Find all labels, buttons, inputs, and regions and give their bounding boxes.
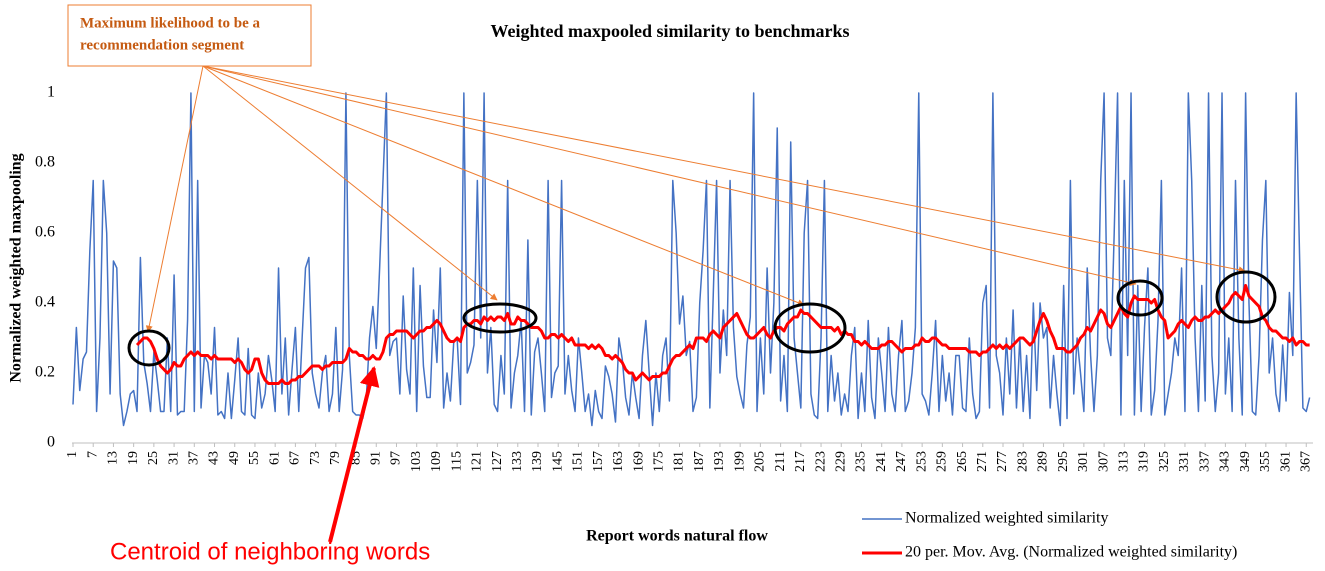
y-tick-label: 1 (47, 84, 55, 101)
x-tick-label: 229 (833, 451, 848, 472)
x-tick-label: 157 (591, 451, 606, 472)
x-tick-label: 163 (611, 451, 626, 472)
arrow (202, 65, 1246, 274)
x-tick-label: 235 (854, 451, 869, 472)
x-tick-label: 199 (732, 451, 747, 472)
x-tick-label: 109 (429, 451, 444, 472)
chart-title: Weighted maxpooled similarity to benchma… (491, 21, 850, 41)
arrow (202, 65, 805, 306)
x-tick-label: 259 (935, 451, 950, 472)
x-tick-label: 313 (1117, 451, 1132, 472)
arrow (145, 65, 204, 333)
annotation-text: recommendation segment (80, 37, 244, 53)
x-tick-label: 289 (1036, 451, 1051, 472)
x-tick-label: 73 (308, 451, 323, 465)
x-tick-label: 103 (409, 451, 424, 472)
x-tick-label: 127 (490, 451, 505, 472)
x-tick-label: 91 (368, 451, 383, 465)
circle (1116, 279, 1164, 317)
x-tick-label: 367 (1298, 451, 1313, 472)
x-tick-label: 361 (1278, 451, 1293, 472)
x-tick-label: 25 (146, 451, 161, 465)
legend: Normalized weighted similarity 20 per. Mo… (862, 510, 1237, 561)
x-tick-label: 187 (692, 451, 707, 472)
x-tick-label: 43 (207, 451, 222, 465)
x-tick-label: 121 (470, 451, 485, 472)
circle (1215, 270, 1277, 324)
callout-arrow (328, 366, 380, 543)
x-tick-label: 295 (1056, 451, 1071, 472)
y-tick-label: 0.4 (35, 294, 55, 311)
x-tick-label: 55 (247, 451, 262, 465)
x-tick-label: 241 (874, 451, 889, 472)
annotation-arrows (145, 65, 1246, 333)
y-tick-label: 0 (47, 434, 55, 451)
x-tick-label: 13 (106, 451, 121, 465)
x-tick-label: 247 (894, 451, 909, 472)
x-tick-label: 343 (1218, 451, 1233, 472)
x-tick-label: 325 (1157, 451, 1172, 472)
x-tick-label: 319 (1137, 451, 1152, 472)
x-tick-label: 61 (267, 451, 282, 465)
legend-label: Normalized weighted similarity (905, 510, 1109, 527)
x-tick-label: 331 (1177, 451, 1192, 472)
arrow (202, 65, 1137, 286)
x-tick-label: 337 (1197, 451, 1212, 472)
x-tick-label: 355 (1258, 451, 1273, 472)
x-tick-label: 193 (712, 451, 727, 472)
x-tick-label: 217 (793, 451, 808, 472)
x-tick-label: 211 (773, 451, 788, 471)
circle (773, 302, 847, 354)
callout-text: Centroid of neighboring words (110, 538, 430, 565)
x-tick-label: 31 (166, 451, 181, 465)
x-tick-label: 133 (510, 451, 525, 472)
x-tick-label: 97 (389, 451, 404, 465)
x-tick-label: 37 (187, 451, 202, 465)
x-tick-label: 19 (126, 451, 141, 465)
x-tick-label: 253 (914, 451, 929, 472)
x-tick-label: 7 (85, 451, 100, 458)
x-tick-label: 151 (571, 451, 586, 472)
annotation-box (67, 4, 312, 67)
x-tick-label: 349 (1238, 451, 1253, 472)
circle (127, 329, 171, 367)
plot-area: 00.20.40.60.811 7 13 19 25 31 37 43 49 55 61 67 73 79… (35, 84, 1313, 472)
x-tick-label: 169 (631, 451, 646, 472)
x-tick-label: 181 (672, 451, 687, 472)
y-tick-label: 0.6 (35, 224, 55, 241)
x-tick-label: 277 (995, 451, 1010, 472)
y-tick-label: 0.8 (35, 154, 55, 171)
x-tick-label: 271 (975, 451, 990, 472)
x-tick-label: 67 (288, 451, 303, 465)
x-tick-label: 223 (813, 451, 828, 472)
x-tick-label: 283 (1015, 451, 1030, 472)
x-axis-label: Report words natural flow (586, 528, 768, 545)
x-tick-label: 115 (449, 451, 464, 471)
x-tick-label: 265 (955, 451, 970, 472)
x-tick-label: 139 (530, 451, 545, 472)
x-tick-label: 301 (1076, 451, 1091, 472)
x-tick-label: 79 (328, 451, 343, 465)
arrow (202, 65, 498, 301)
x-tick-label: 145 (550, 451, 565, 472)
y-tick-label: 0.2 (35, 364, 55, 381)
x-tick-label: 1 (65, 451, 80, 458)
circle (462, 302, 538, 334)
y-axis-label: Normalized weighted maxpooling (8, 153, 25, 382)
series-line (72, 92, 1311, 427)
x-tick-label: 49 (227, 451, 242, 465)
highlight-circles (127, 270, 1277, 367)
x-tick-label: 307 (1096, 451, 1111, 472)
series-line (135, 284, 1310, 385)
annotation-text: Maximum likelihood to be a (80, 15, 261, 31)
x-tick-label: 205 (753, 451, 768, 472)
legend-label: 20 per. Mov. Avg. (Normalized weighted s… (905, 544, 1237, 561)
x-tick-label: 175 (652, 451, 667, 472)
